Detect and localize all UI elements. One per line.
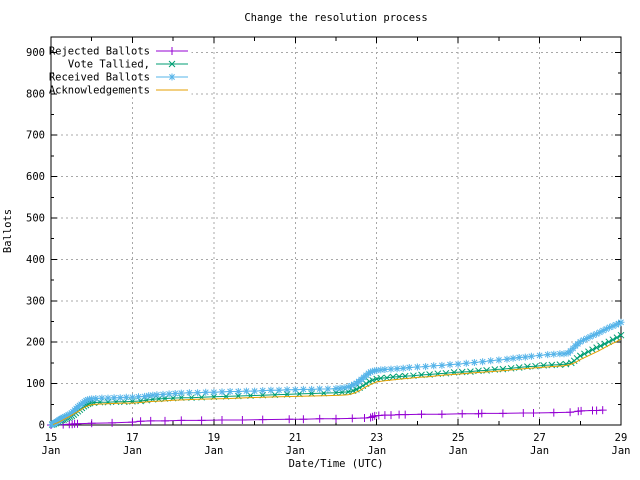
x-tick-label-day: 15 — [45, 432, 58, 444]
chart-title: Change the resolution process — [244, 12, 427, 24]
legend-background — [52, 41, 192, 97]
x-tick-label-day: 21 — [289, 432, 302, 444]
data-series-layer — [47, 318, 625, 429]
x-tick-label-day: 19 — [208, 432, 221, 444]
y-tick-label: 200 — [26, 337, 45, 349]
legend-marker-vote-tallied — [168, 60, 176, 68]
x-tick-label-day: 17 — [126, 432, 139, 444]
x-tick-label-day: 29 — [615, 432, 628, 444]
x-tick-label-day: 25 — [452, 432, 465, 444]
legend-label-rejected-ballots: Rejected Ballots — [49, 46, 150, 58]
x-tick-label-day: 23 — [370, 432, 383, 444]
legend-marker-rejected-ballots — [168, 47, 176, 55]
x-tick-label-month: Jan — [367, 445, 386, 457]
y-tick-label: 800 — [26, 88, 45, 100]
axes-and-ticks: 010020030040050060070080090015Jan17Jan19… — [26, 36, 631, 457]
legend-label-vote-tallied: Vote Tallied, — [68, 59, 150, 71]
x-tick-label-month: Jan — [204, 445, 223, 457]
legend-label-acknowledgements: Acknowledgements — [49, 85, 150, 97]
y-tick-label: 500 — [26, 213, 45, 225]
legend-mask — [52, 41, 192, 97]
legend-marker-received-ballots — [168, 73, 176, 81]
y-tick-label: 100 — [26, 378, 45, 390]
series-markers-received-ballots — [48, 318, 625, 429]
series-line-acknowledgements — [52, 338, 622, 426]
y-tick-label: 900 — [26, 47, 45, 59]
legend-label-received-ballots: Received Ballots — [49, 72, 150, 84]
x-tick-label-month: Jan — [123, 445, 142, 457]
x-tick-label-month: Jan — [42, 445, 61, 457]
y-tick-label: 300 — [26, 295, 45, 307]
y-tick-label: 600 — [26, 171, 45, 183]
y-tick-label: 400 — [26, 254, 45, 266]
y-tick-label: 700 — [26, 130, 45, 142]
x-tick-label-month: Jan — [286, 445, 305, 457]
y-tick-label: 0 — [39, 420, 45, 432]
x-tick-label-month: Jan — [530, 445, 549, 457]
x-tick-label-month: Jan — [449, 445, 468, 457]
x-axis-label: Date/Time (UTC) — [289, 458, 384, 470]
y-axis-label: Ballots — [2, 209, 14, 253]
x-tick-label-day: 27 — [533, 432, 546, 444]
x-tick-label-month: Jan — [612, 445, 631, 457]
